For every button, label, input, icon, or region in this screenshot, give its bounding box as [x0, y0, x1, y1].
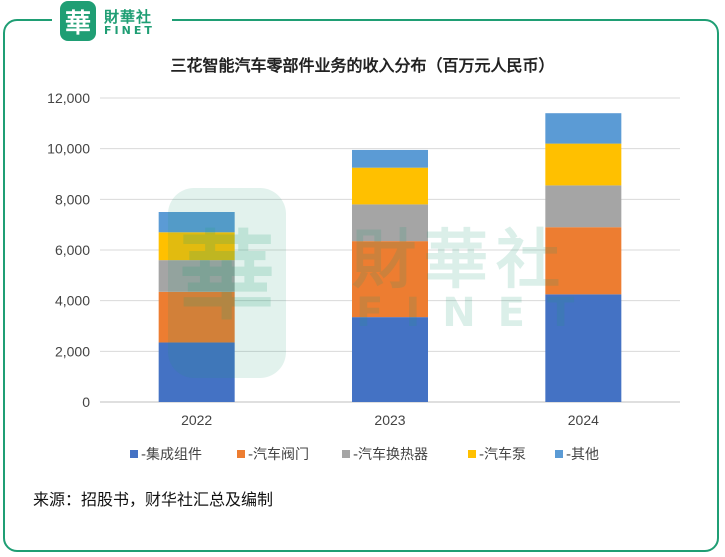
- bar-segment: [158, 260, 235, 292]
- bar-segment: [545, 294, 622, 402]
- bar-segment: [352, 241, 428, 318]
- bar-segment: [545, 113, 622, 144]
- legend-swatch: [342, 450, 350, 458]
- logo-text-cn: 財華社: [104, 8, 153, 26]
- bar-segment: [545, 185, 622, 228]
- x-tick-label: 2023: [374, 412, 405, 428]
- bar-segment: [158, 342, 235, 402]
- legend-label: -汽车泵: [479, 446, 526, 463]
- bar-segment: [158, 232, 235, 261]
- bar-segment: [158, 291, 235, 343]
- x-tick-label: 2024: [568, 412, 599, 428]
- legend-label: -集成组件: [141, 446, 202, 463]
- watermark-badge: [168, 188, 286, 378]
- legend-swatch: [130, 450, 138, 458]
- logo-text-en: FINET: [104, 24, 155, 37]
- watermark-glyph: 華: [179, 220, 275, 333]
- bar-segment: [352, 317, 428, 402]
- y-tick-label: 2,000: [55, 343, 90, 359]
- x-tick-label: 2022: [181, 412, 212, 428]
- watermark-text-en: FINET: [356, 290, 596, 336]
- logo: 華 財華社 FINET: [52, 0, 172, 42]
- bar-segment: [352, 149, 428, 168]
- bar-segment: [352, 204, 428, 242]
- bar-segment: [352, 167, 428, 205]
- legend-swatch: [237, 450, 245, 458]
- y-tick-label: 10,000: [47, 141, 90, 157]
- bar-segment: [545, 227, 622, 295]
- legend-swatch: [555, 450, 563, 458]
- y-tick-label: 8,000: [55, 191, 90, 207]
- bar-segment: [545, 143, 622, 186]
- bar-segment: [158, 212, 235, 233]
- legend-label: -汽车换热器: [353, 446, 428, 463]
- chart-title: 三花智能汽车零部件业务的收入分布（百万元人民币）: [170, 56, 555, 75]
- logo-glyph-icon: 華: [60, 1, 96, 41]
- y-tick-label: 6,000: [55, 242, 90, 258]
- y-tick-label: 12,000: [47, 90, 90, 106]
- legend-label: -其他: [566, 447, 599, 463]
- y-tick-label: 4,000: [55, 293, 90, 309]
- legend-swatch: [468, 450, 476, 458]
- watermark-text-cn: 財華社: [352, 224, 568, 298]
- source-note: 来源：招股书，财华社汇总及编制: [33, 490, 274, 509]
- y-tick-label: 0: [82, 394, 90, 410]
- legend-label: -汽车阀门: [248, 446, 309, 463]
